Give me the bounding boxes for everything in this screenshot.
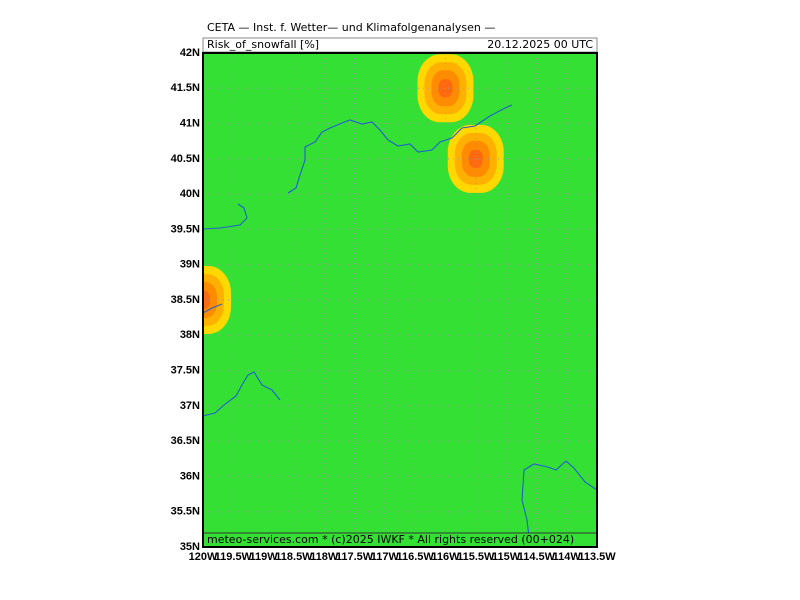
river — [203, 371, 281, 417]
river — [521, 460, 597, 546]
y-tick-label: 40N — [180, 188, 200, 200]
y-tick-label: 40.5N — [171, 153, 200, 165]
x-tick-label: 117W — [371, 551, 400, 563]
x-tick-label: 119W — [250, 551, 279, 563]
plot-frame — [202, 52, 598, 548]
x-tick-label: 119.5W — [215, 551, 253, 563]
x-tick-label: 120W — [189, 551, 218, 563]
y-tick-label: 35N — [180, 541, 200, 553]
y-tick-label: 38.5N — [171, 294, 200, 306]
x-tick-label: 115.5W — [457, 551, 495, 563]
x-tick-label: 115W — [492, 551, 521, 563]
x-tick-label: 116W — [431, 551, 460, 563]
y-tick-label: 38N — [180, 329, 200, 341]
y-tick-label: 41N — [180, 117, 200, 129]
y-tick-label: 36.5N — [171, 435, 200, 447]
y-tick-label: 37N — [180, 400, 200, 412]
subtitle: Risk_of_snowfall [%] — [207, 38, 319, 51]
x-tick-label: 118W — [310, 551, 339, 563]
river — [203, 203, 248, 230]
y-tick-label: 39.5N — [171, 223, 200, 235]
plot-background — [203, 53, 597, 547]
title: CETA — Inst. f. Wetter— und Klimafolgena… — [207, 21, 495, 34]
river — [203, 303, 223, 314]
x-tick-label: 118.5W — [275, 551, 313, 563]
date: 20.12.2025 00 UTC — [487, 38, 593, 51]
x-tick-label: 113.5W — [578, 551, 616, 563]
y-tick-label: 36N — [180, 470, 200, 482]
y-tick-label: 42N — [180, 47, 200, 59]
y-tick-label: 41.5N — [171, 82, 200, 94]
x-tick-label: 114.5W — [518, 551, 556, 563]
y-tick-label: 35.5N — [171, 506, 200, 518]
footer: meteo-services.com * (c)2025 IWKF * All … — [207, 533, 574, 546]
y-tick-label: 39N — [180, 259, 200, 271]
rivers — [203, 104, 597, 546]
y-tick-label: 37.5N — [171, 364, 200, 376]
river — [287, 104, 513, 194]
snowfall-hotspot — [203, 291, 210, 309]
x-tick-label: 117.5W — [336, 551, 374, 563]
x-tick-label: 114W — [553, 551, 582, 563]
x-tick-label: 116.5W — [396, 551, 434, 563]
